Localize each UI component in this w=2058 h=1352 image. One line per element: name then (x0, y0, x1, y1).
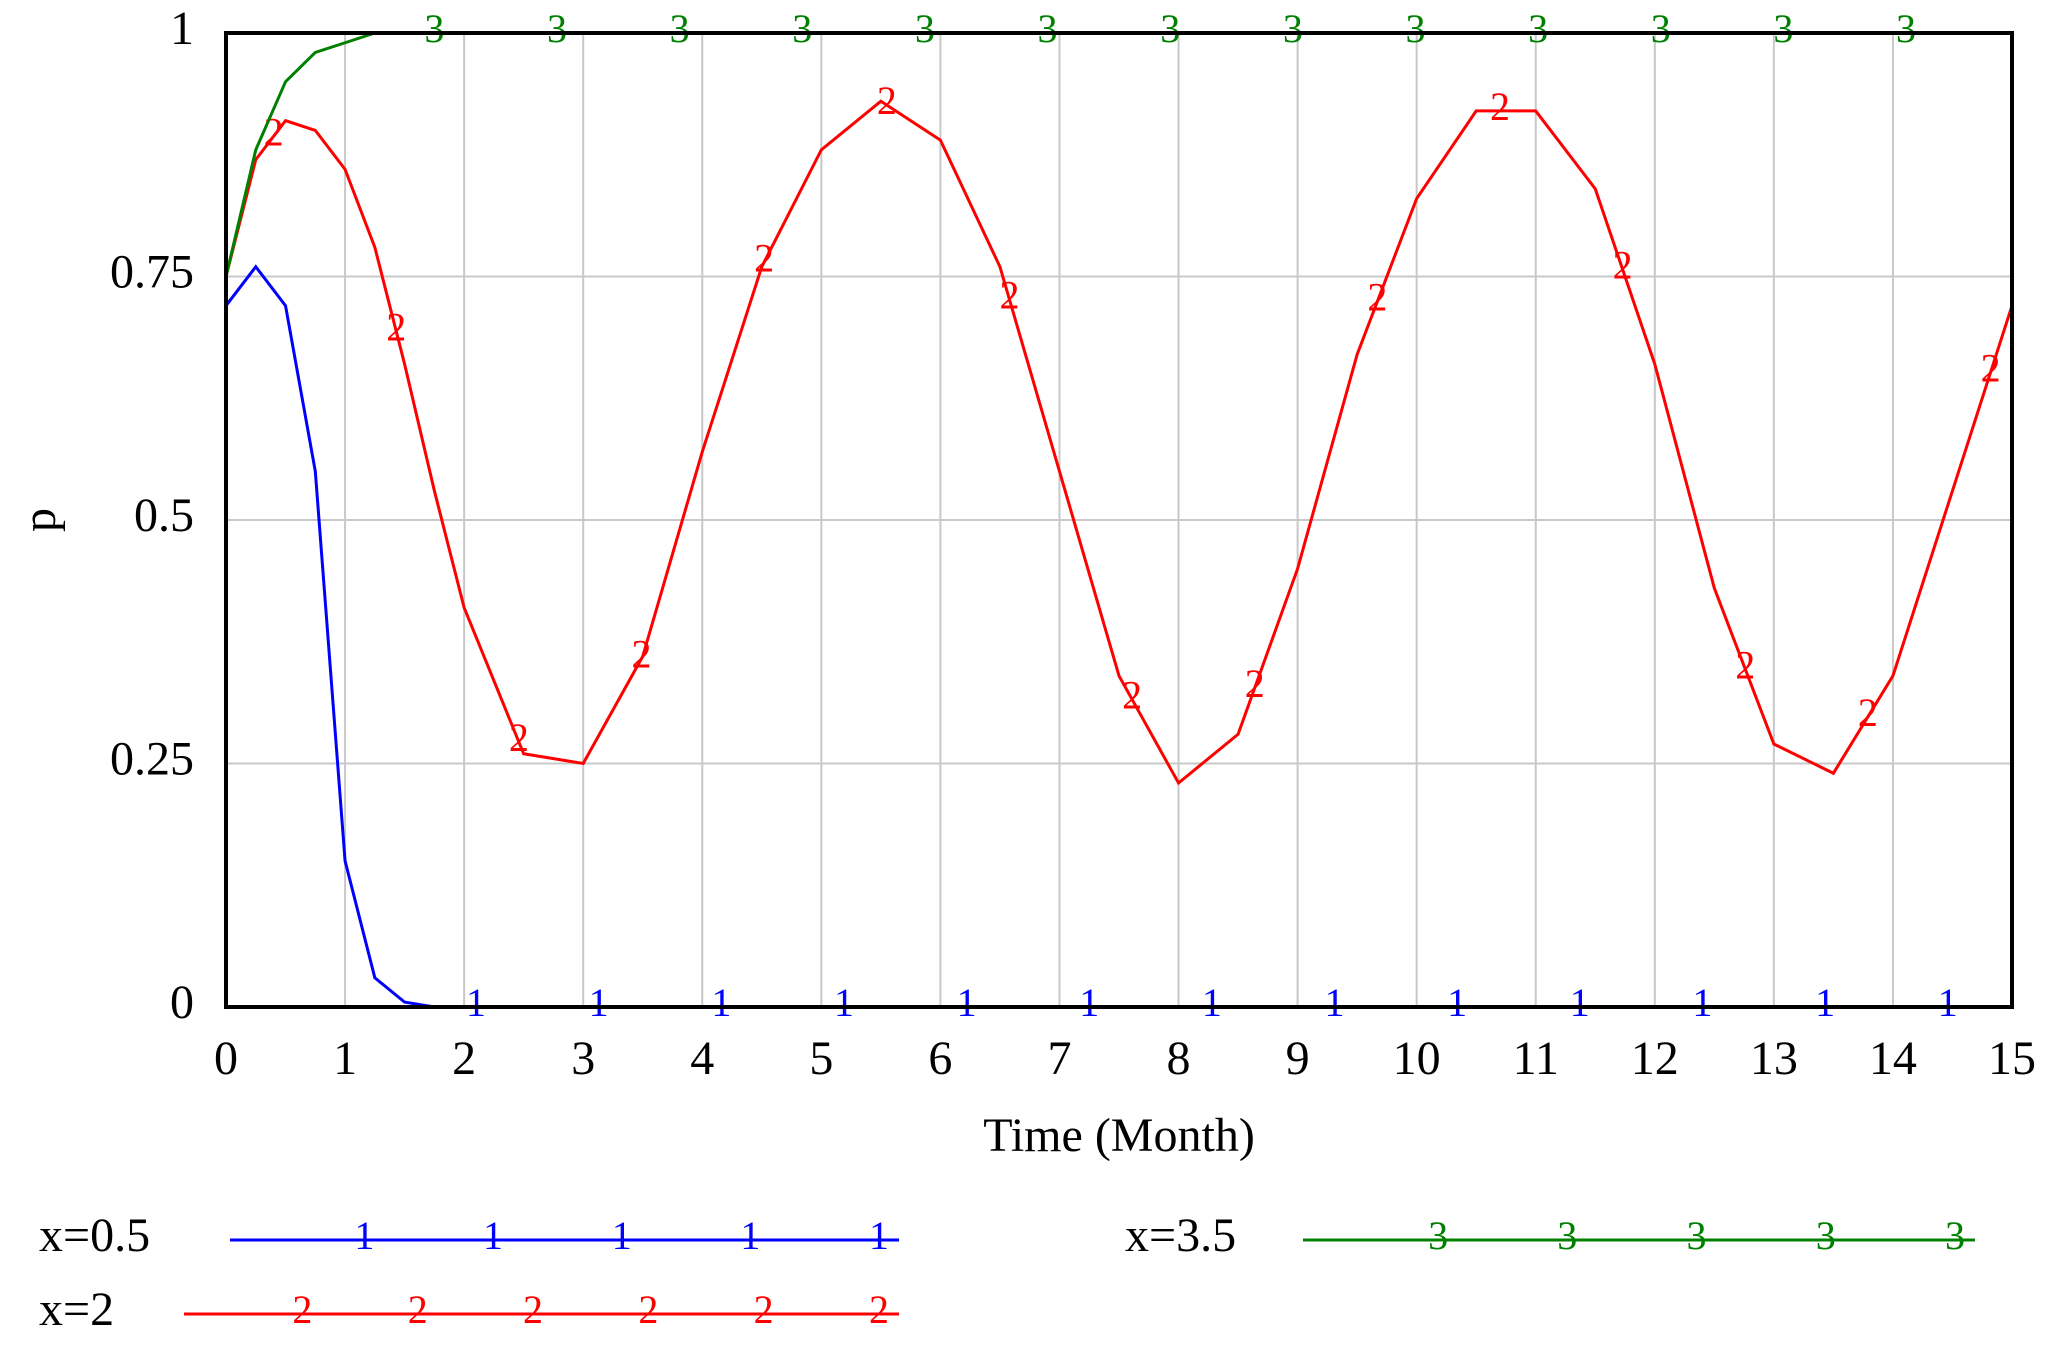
y-tick-label: 0.75 (110, 246, 194, 299)
legend-marker: 3 (1557, 1213, 1577, 1258)
series-marker: 2 (264, 109, 284, 154)
series-marker: 1 (1938, 980, 1958, 1025)
series-marker: 3 (1896, 6, 1916, 51)
series-marker: 3 (792, 6, 812, 51)
series-marker: 2 (877, 78, 897, 123)
y-tick-label: 0.25 (110, 733, 194, 786)
series-marker: 1 (957, 980, 977, 1025)
series-marker: 3 (1651, 6, 1671, 51)
legend-marker: 2 (638, 1287, 658, 1332)
legend-marker: 3 (1687, 1213, 1707, 1258)
series-marker: 3 (547, 6, 567, 51)
y-tick-label: 0.5 (134, 489, 194, 542)
x-tick-label: 3 (571, 1032, 595, 1085)
series-marker: 2 (509, 715, 529, 760)
legend-marker: 3 (1428, 1213, 1448, 1258)
x-tick-label: 8 (1167, 1032, 1191, 1085)
y-axis-title: p (13, 508, 66, 532)
series-marker: 3 (1160, 6, 1180, 51)
x-tick-label: 4 (690, 1032, 714, 1085)
series-marker: 2 (1490, 84, 1510, 129)
series-line (224, 31, 2012, 277)
series-line (224, 99, 2014, 786)
legend-marker: 2 (754, 1287, 774, 1332)
series-marker: 2 (1245, 661, 1265, 706)
series-line (224, 264, 2012, 1009)
legend-marker: 3 (1945, 1213, 1965, 1258)
x-tick-label: 9 (1286, 1032, 1310, 1085)
series-marker: 1 (589, 980, 609, 1025)
legend-marker: 2 (523, 1287, 543, 1332)
series-marker: 1 (834, 980, 854, 1025)
series-marker: 1 (1202, 980, 1222, 1025)
x-tick-label: 10 (1393, 1032, 1441, 1085)
x-tick-label: 11 (1513, 1032, 1559, 1085)
series-marker: 2 (1613, 243, 1633, 288)
legend-marker: 1 (740, 1213, 760, 1258)
series-marker: 3 (1283, 6, 1303, 51)
series-marker: 1 (1325, 980, 1345, 1025)
series-marker: 3 (424, 6, 444, 51)
series-marker: 1 (1570, 980, 1590, 1025)
x-tick-label: 12 (1631, 1032, 1679, 1085)
x-tick-label: 15 (1988, 1032, 2036, 1085)
x-tick-label: 0 (214, 1032, 238, 1085)
legend-marker: 2 (292, 1287, 312, 1332)
series-marker: 2 (1735, 642, 1755, 687)
x-tick-label: 6 (928, 1032, 952, 1085)
legend-marker: 3 (1816, 1213, 1836, 1258)
series-marker: 1 (466, 980, 486, 1025)
series-marker: 1 (1079, 980, 1099, 1025)
series-marker: 1 (711, 980, 731, 1025)
x-tick-label: 5 (809, 1032, 833, 1085)
legend-marker: 1 (483, 1213, 503, 1258)
series-marker: 2 (999, 273, 1019, 318)
x-tick-label: 14 (1869, 1032, 1917, 1085)
legend-marker: 2 (869, 1287, 889, 1332)
series-marker: 3 (1038, 6, 1058, 51)
y-tick-label: 0 (170, 976, 194, 1029)
series-marker: 1 (1447, 980, 1467, 1025)
y-tick-label: 1 (170, 2, 194, 55)
x-axis-title: Time (Month) (983, 1109, 1255, 1162)
series-marker: 3 (915, 6, 935, 51)
legend-marker: 1 (354, 1213, 374, 1258)
plot-frame (224, 31, 2014, 1009)
legend-label: x=2 (39, 1283, 114, 1336)
series-marker: 3 (1773, 6, 1793, 51)
series-marker: 2 (1858, 690, 1878, 735)
series-marker: 2 (1367, 275, 1387, 320)
series-marker: 2 (632, 632, 652, 677)
series-marker: 3 (1405, 6, 1425, 51)
x-tick-label: 1 (333, 1032, 357, 1085)
series-marker: 2 (1122, 673, 1142, 718)
x-tick-label: 7 (1047, 1032, 1071, 1085)
series-marker: 3 (670, 6, 690, 51)
series-marker: 1 (1692, 980, 1712, 1025)
legend-marker: 1 (869, 1213, 889, 1258)
series-marker: 1 (1815, 980, 1835, 1025)
legend-label: x=3.5 (1125, 1209, 1236, 1262)
x-tick-label: 13 (1750, 1032, 1798, 1085)
series-marker: 2 (754, 235, 774, 280)
series-marker: 2 (1981, 346, 2001, 391)
legend-marker: 1 (612, 1213, 632, 1258)
series-marker: 2 (386, 305, 406, 350)
legend-marker: 2 (408, 1287, 428, 1332)
x-tick-label: 2 (452, 1032, 476, 1085)
legend-label: x=0.5 (39, 1209, 150, 1262)
series-marker: 3 (1528, 6, 1548, 51)
